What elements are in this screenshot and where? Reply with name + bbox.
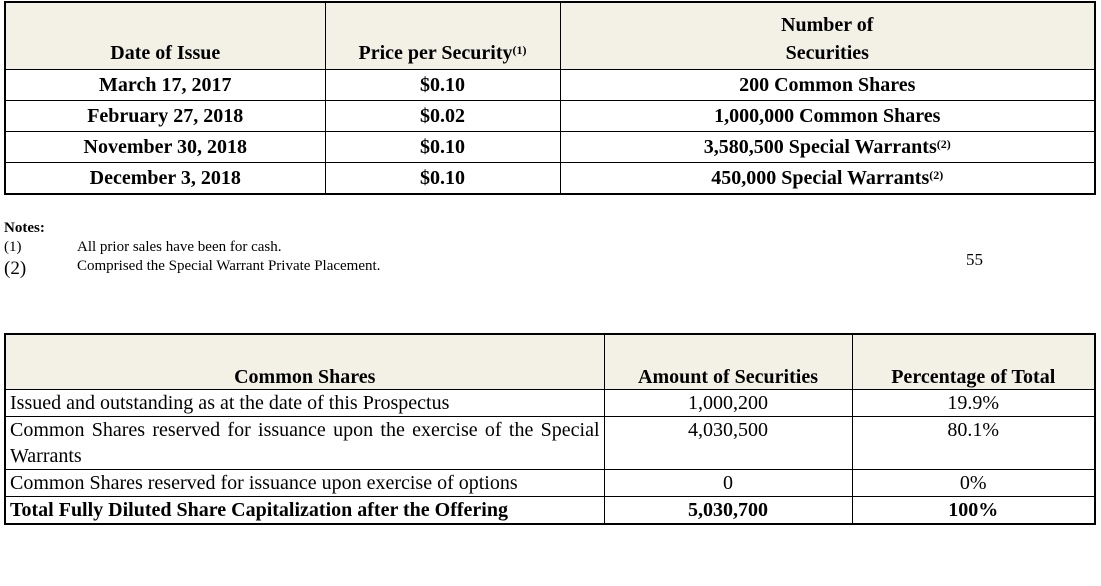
table-header-row: Common Shares Amount of Securities Perce…	[4, 333, 1096, 390]
capitalization-table: Common Shares Amount of Securities Perce…	[4, 333, 1096, 525]
prior-sales-table: Date of Issue Price per Security(1) Numb…	[4, 1, 1096, 195]
total-row: Total Fully Diluted Share Capitalization…	[4, 496, 1096, 525]
table-row: Common Shares reserved for issuance upon…	[4, 416, 1096, 470]
header-date: Date of Issue	[4, 1, 326, 70]
page-number: 55	[966, 250, 983, 269]
table-row: February 27, 2018 $0.02 1,000,000 Common S…	[4, 100, 1096, 132]
table-row: Issued and outstanding as at the date of…	[4, 389, 1096, 417]
table-row: Common Shares reserved for issuance upon…	[4, 469, 1096, 497]
notes-title: Notes:	[4, 220, 45, 236]
table-header-row: Date of Issue Price per Security(1) Numb…	[4, 1, 1096, 70]
notes: Notes: (1) All prior sales have been for …	[4, 220, 380, 280]
note-item: (2) Comprised the Special Warrant Private…	[4, 258, 381, 279]
table-row: December 3, 2018 $0.10 450,000 Special War…	[4, 162, 1096, 195]
header-price: Price per Security(1)	[324, 1, 561, 70]
note-item: (1) All prior sales have been for cash.	[4, 239, 282, 255]
table-row: November 30, 2018 $0.10 3,580,500 Special …	[4, 131, 1096, 163]
table-row: March 17, 2017 $0.10 200 Common Shares	[4, 69, 1096, 101]
header-number: Number of Securities	[559, 1, 1096, 70]
